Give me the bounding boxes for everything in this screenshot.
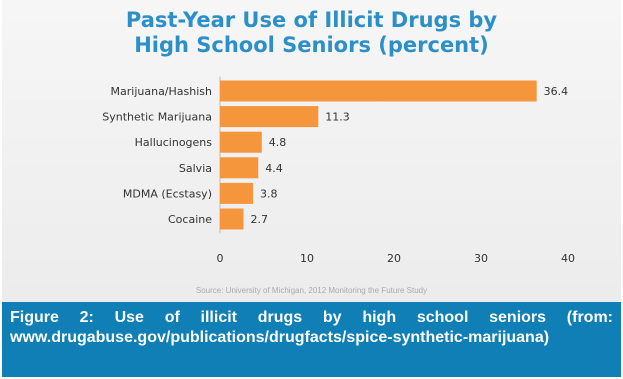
source-note: Source: University of Michigan, 2012 Mon… <box>195 286 428 295</box>
category-label: Marijuana/Hashish <box>111 85 212 98</box>
category-label: Synthetic Marijuana <box>102 111 212 124</box>
data-label: 4.8 <box>269 136 287 149</box>
bar-chart: Marijuana/Hashish 36.4 Synthetic Marijuana… <box>102 76 575 265</box>
x-tick-label: 0 <box>217 252 224 265</box>
category-label: Salvia <box>179 162 212 175</box>
category-label: Cocaine <box>168 213 212 226</box>
bar <box>220 208 244 230</box>
chart-title-line-1: Past-Year Use of Illicit Drugs by <box>125 8 498 32</box>
data-label: 2.7 <box>250 213 267 226</box>
bar <box>220 157 259 179</box>
chart-title: Past-Year Use of Illicit Drugs by High S… <box>2 8 621 58</box>
data-label: 11.3 <box>325 111 350 124</box>
data-label: 3.8 <box>260 187 278 200</box>
category-label: Hallucinogens <box>135 136 213 149</box>
figure-caption: Figure 2: Use of illicit drugs by high s… <box>2 302 621 377</box>
x-tick-label: 20 <box>387 252 401 265</box>
x-tick-label: 40 <box>561 252 575 265</box>
x-tick-label: 30 <box>474 252 488 265</box>
data-label: 36.4 <box>544 85 569 98</box>
chart-panel: Past-Year Use of Illicit Drugs by High S… <box>2 0 621 302</box>
data-label: 4.4 <box>265 162 283 175</box>
bar <box>220 182 254 204</box>
x-tick-label: 10 <box>300 252 314 265</box>
bar <box>220 131 262 153</box>
category-label: MDMA (Ecstasy) <box>123 187 212 200</box>
bar <box>220 80 537 102</box>
chart-title-line-2: High School Seniors (percent) <box>134 33 489 57</box>
bar <box>220 106 319 128</box>
